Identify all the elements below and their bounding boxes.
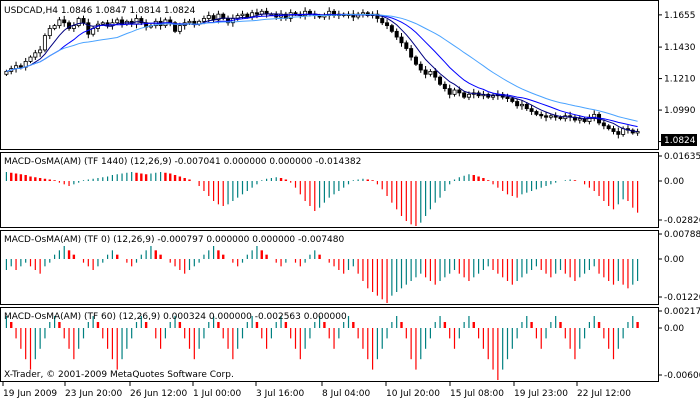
candle <box>534 109 539 117</box>
candle <box>110 18 115 30</box>
candle <box>491 92 496 101</box>
candle <box>409 45 414 61</box>
candle <box>462 91 467 99</box>
candle <box>38 45 43 57</box>
candle <box>515 98 520 109</box>
candle <box>413 55 418 66</box>
y-tick-label: -0.00600 <box>664 371 700 381</box>
osma-panel-2-title: MACD-OsMA(AM) (TF 0) (12,26,9) -0.000797… <box>4 235 344 245</box>
x-tick-label: 10 Jul 20:00 <box>386 389 440 399</box>
candle <box>394 28 399 40</box>
osma-panel-1-title: MACD-OsMA(AM) (TF 1440) (12,26,9) -0.007… <box>4 157 361 167</box>
x-tick-label: 26 Jun 12:00 <box>130 389 187 399</box>
y-tick-label: 0.00 <box>664 324 684 334</box>
x-tick-label: 23 Jun 20:00 <box>65 389 122 399</box>
candle <box>52 23 57 31</box>
candle <box>67 20 72 31</box>
candle <box>519 100 524 110</box>
candle <box>447 84 452 99</box>
y-tick-label: 0.007885 <box>664 230 700 240</box>
candle <box>539 111 544 119</box>
candle <box>510 96 515 104</box>
candle <box>389 23 394 34</box>
candle <box>404 40 409 51</box>
x-tick-label: 3 Jul 16:00 <box>256 389 305 399</box>
osma-panel-3-frame <box>0 307 659 382</box>
candle <box>47 25 52 40</box>
candle <box>375 10 380 23</box>
y-tick-label: 1.1430 <box>664 43 696 53</box>
candle <box>423 65 428 79</box>
y-tick-label: 1.1210 <box>664 75 696 85</box>
x-tick-label: 8 Jul 04:00 <box>322 389 371 399</box>
candle <box>62 15 67 27</box>
copyright-notice: X-Trader, © 2001-2009 MetaQuotes Softwar… <box>4 370 234 380</box>
candle <box>548 113 553 120</box>
candle <box>28 55 33 64</box>
main-panel-frame <box>0 0 659 150</box>
y-tick-label: 0.002171 <box>664 307 700 317</box>
candle <box>577 115 582 124</box>
candle <box>524 102 529 111</box>
candle <box>433 67 438 81</box>
osma-panel-2-frame <box>0 230 659 305</box>
candle <box>544 111 549 122</box>
y-tick-label: 0.00 <box>664 255 684 265</box>
candle <box>139 16 144 26</box>
candle <box>173 21 178 34</box>
moving-average-slow <box>6 13 638 122</box>
candle <box>120 16 125 28</box>
candle <box>57 17 62 29</box>
current-price-label: 1.0824 <box>664 136 696 146</box>
candle <box>606 124 611 131</box>
candle <box>616 127 621 139</box>
candle <box>452 87 457 97</box>
y-tick-label: 1.0990 <box>664 106 696 116</box>
candle <box>380 16 385 26</box>
x-tick-label: 19 Jun 2009 <box>3 389 57 399</box>
x-tick-label: 22 Jul 12:00 <box>577 389 631 399</box>
x-tick-label: 1 Jul 00:00 <box>193 389 242 399</box>
candle <box>428 69 433 77</box>
candle <box>76 16 81 28</box>
y-tick-label: 0.016355 <box>664 152 700 162</box>
candle <box>105 19 110 29</box>
candle <box>611 125 616 135</box>
y-tick-label: 0.00 <box>664 177 684 187</box>
candle <box>303 7 308 20</box>
candle <box>33 49 38 60</box>
candle <box>529 105 534 115</box>
main-panel-title: USDCAD,H4 1.0846 1.0847 1.0814 1.0824 <box>4 6 196 16</box>
candle <box>442 81 447 92</box>
candle <box>399 33 404 47</box>
candle <box>438 75 443 87</box>
x-tick-label: 15 Jul 08:00 <box>450 389 504 399</box>
current-price-box <box>661 134 697 146</box>
osma-panel-1-frame <box>0 152 659 228</box>
candle <box>42 33 47 53</box>
candle <box>418 61 423 73</box>
y-tick-label: 1.1655 <box>664 11 696 21</box>
osma-panel-3-title: MACD-OsMA(AM) (TF 60) (12,26,9) 0.000324… <box>4 312 347 322</box>
y-tick-label: -0.02826 <box>664 216 700 226</box>
candle <box>601 119 606 130</box>
x-tick-label: 19 Jul 23:00 <box>514 389 568 399</box>
moving-average-mid <box>6 13 638 128</box>
candle <box>86 18 91 39</box>
candle <box>385 19 390 30</box>
